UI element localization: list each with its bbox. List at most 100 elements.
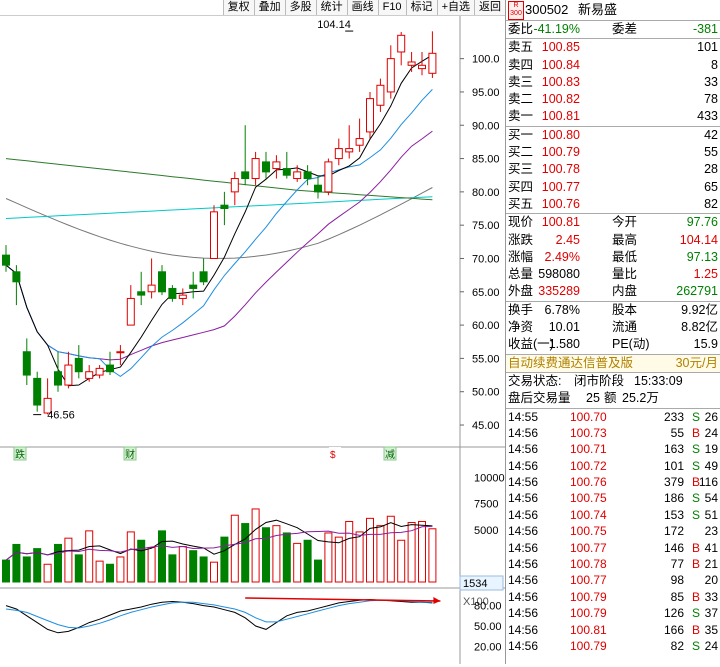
tick-price: 100.79 xyxy=(570,589,607,604)
buy-level-3[interactable]: 买三 100.78 28 xyxy=(506,161,720,178)
tick-count: 24 xyxy=(704,639,718,653)
tick-count: 23 xyxy=(704,524,718,539)
toolbar-button-7[interactable]: +自选 xyxy=(436,0,474,15)
candle-body xyxy=(168,287,177,299)
toolbar-button-8[interactable]: 返回 xyxy=(474,0,505,15)
sell-level-5[interactable]: 卖一 100.81 433 xyxy=(506,108,720,125)
subscription-banner[interactable]: 自动续费通达信普及版 30元/月 xyxy=(506,353,720,372)
tick-price: 100.73 xyxy=(570,425,607,440)
tick-row[interactable]: 14:56 100.79 82 S 24 xyxy=(506,638,720,654)
candle-body xyxy=(397,34,406,53)
tick-row[interactable]: 14:56 100.81 166 B 35 xyxy=(506,622,720,638)
tick-count: 116 xyxy=(698,475,718,490)
toolbar-button-5[interactable]: F10 xyxy=(377,0,406,15)
quote-row: 涨跌 2.45 最高 104.14 xyxy=(506,232,720,249)
level-label: 卖五 xyxy=(508,40,534,55)
tick-count: 51 xyxy=(704,507,718,522)
quote-value: 97.13 xyxy=(686,249,718,264)
indicator-tick-label: 80.00 xyxy=(474,601,502,613)
level-price: 100.76 xyxy=(541,196,580,211)
candle-body xyxy=(303,171,312,180)
annotation-label: 104.14 xyxy=(317,19,351,31)
sell-level-1[interactable]: 卖五 100.85 101 xyxy=(506,39,720,56)
buy-level-4[interactable]: 买四 100.77 65 xyxy=(506,179,720,196)
tick-price: 100.81 xyxy=(570,622,607,637)
candle-body xyxy=(64,364,73,386)
sell-book: 卖五 100.85 101 卖四 100.84 8 卖三 100.83 33 卖二 100.82 78… xyxy=(506,38,720,125)
level-label: 买一 xyxy=(508,127,534,142)
quote-value: 1.25 xyxy=(693,267,718,282)
tick-list[interactable]: 14:55 100.70 233 S 26 14:56 100.73 55 B 24 14:56 10… xyxy=(506,407,720,655)
toolbar-button-6[interactable]: 标记 xyxy=(405,0,437,15)
volume-bar xyxy=(158,530,166,583)
banner-price[interactable]: 30元/月 xyxy=(675,355,718,370)
volume-tick-label: 5000 xyxy=(474,525,498,537)
fund-value: 1.580 xyxy=(548,337,580,352)
tick-row[interactable]: 14:56 100.71 163 S 19 xyxy=(506,441,720,457)
tick-side: B xyxy=(691,540,700,555)
sell-level-2[interactable]: 卖四 100.84 8 xyxy=(506,57,720,74)
kline-chart[interactable]: 100.0 95.00 90.00 85.00 80.00 75.00 70.00 65.00… xyxy=(0,0,505,664)
banner-text[interactable]: 自动续费通达信普及版 xyxy=(508,355,634,370)
tick-row[interactable]: 14:56 100.75 172 23 xyxy=(506,523,720,539)
toolbar-button-0[interactable]: 复权 xyxy=(222,0,254,15)
quote-value: 335289 xyxy=(538,284,580,299)
tick-volume: 153 xyxy=(663,507,684,522)
tick-row[interactable]: 14:56 100.73 55 B 24 xyxy=(506,425,720,441)
indicator-d-line xyxy=(5,599,433,629)
toolbar-button-1[interactable]: 叠加 xyxy=(253,0,285,15)
after-hours-amt-label: 额 xyxy=(604,391,617,406)
toolbar-button-3[interactable]: 统计 xyxy=(315,0,347,15)
volume-bar xyxy=(2,559,10,583)
tick-row[interactable]: 14:56 100.79 126 S 37 xyxy=(506,605,720,621)
volume-bar xyxy=(345,520,354,583)
fund-value: 9.92亿 xyxy=(681,302,718,317)
weicha-value: -381 xyxy=(692,22,718,36)
sell-level-3[interactable]: 卖三 100.83 33 xyxy=(506,74,720,91)
price-tick-label: 65.00 xyxy=(472,287,500,299)
tick-row[interactable]: 14:56 100.77 98 20 xyxy=(506,572,720,588)
level-price: 100.84 xyxy=(541,57,580,72)
price-tick-label: 90.00 xyxy=(472,120,500,132)
price-tick-label: 60.00 xyxy=(472,320,500,332)
tick-row[interactable]: 14:56 100.74 153 S 51 xyxy=(506,507,720,523)
tick-row[interactable]: 14:55 100.70 233 S 26 xyxy=(506,409,720,425)
candle-body xyxy=(106,364,114,373)
tick-side: B xyxy=(691,557,700,572)
tick-volume: 146 xyxy=(663,540,684,555)
buy-level-5[interactable]: 买五 100.76 82 xyxy=(506,196,720,213)
tick-row[interactable]: 14:56 100.77 146 B 41 xyxy=(506,540,720,556)
chart-canvas[interactable]: 100.0 95.00 90.00 85.00 80.00 75.00 70.00 65.00… xyxy=(0,0,505,664)
candle-body xyxy=(189,284,198,289)
event-marker-box xyxy=(13,446,27,461)
tick-count: 21 xyxy=(704,557,718,572)
tick-row[interactable]: 14:56 100.75 186 S 54 xyxy=(506,490,720,506)
tick-price: 100.79 xyxy=(570,606,607,621)
toolbar-button-2[interactable]: 多股 xyxy=(284,0,316,15)
tick-time: 14:56 xyxy=(508,622,539,637)
level-volume: 78 xyxy=(704,92,718,107)
buy-level-1[interactable]: 买一 100.80 42 xyxy=(506,127,720,144)
tick-row[interactable]: 14:56 100.79 85 B 33 xyxy=(506,589,720,605)
tick-time: 14:56 xyxy=(508,573,539,588)
quote-label: 量比 xyxy=(612,267,638,282)
toolbar-button-4[interactable]: 画线 xyxy=(346,0,378,15)
candle-body xyxy=(2,254,10,266)
volume-bar xyxy=(85,530,94,583)
buy-level-2[interactable]: 买二 100.79 55 xyxy=(506,144,720,161)
volume-bar xyxy=(64,537,73,583)
candle-body xyxy=(43,397,52,414)
volume-bar xyxy=(168,554,177,583)
tick-row[interactable]: 14:56 100.78 77 B 21 xyxy=(506,556,720,572)
tick-volume: 379 xyxy=(663,475,684,490)
level-price: 100.85 xyxy=(541,40,580,55)
tick-side: S xyxy=(691,491,700,506)
candle-body xyxy=(366,98,374,133)
level-volume: 82 xyxy=(704,196,718,211)
sell-level-4[interactable]: 卖二 100.82 78 xyxy=(506,91,720,108)
fund-value: 8.82亿 xyxy=(681,320,718,335)
tick-row[interactable]: 14:56 100.76 379 B 116 xyxy=(506,474,720,490)
quote-value: 2.45 xyxy=(555,232,580,247)
tick-volume: 163 xyxy=(663,442,684,457)
tick-row[interactable]: 14:56 100.72 101 S 49 xyxy=(506,458,720,474)
